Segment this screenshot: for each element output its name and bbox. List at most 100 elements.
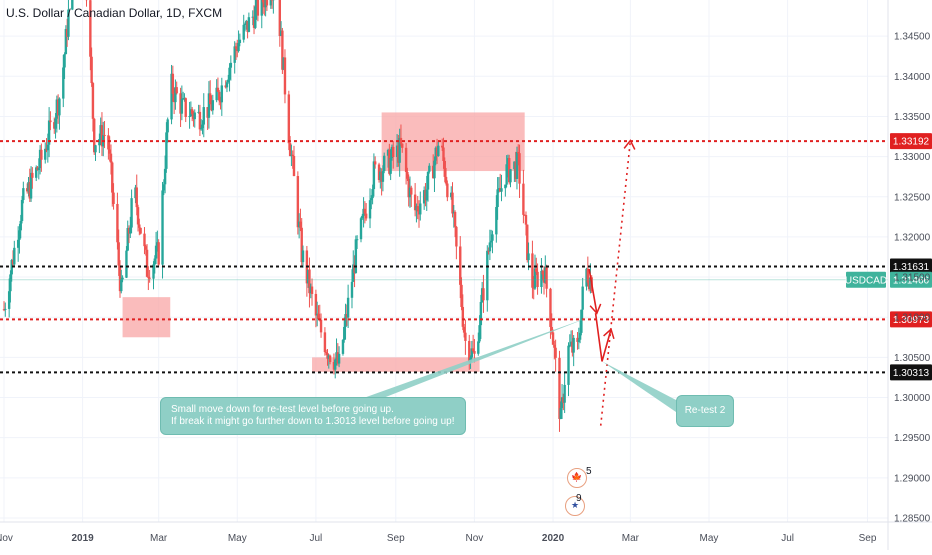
candle-body (500, 188, 502, 191)
candle-body (125, 251, 127, 278)
us-flag-icon[interactable]: ★ (565, 496, 585, 516)
support-resistance-zone (123, 297, 171, 337)
candle-body (486, 251, 488, 301)
annotation-retest-note[interactable]: Small move down for re-test level before… (160, 397, 466, 435)
candle-body (230, 63, 232, 68)
x-tick-label: Jul (309, 533, 322, 544)
candle-body (455, 227, 457, 247)
y-tick-label: 1.34500 (894, 32, 931, 43)
candle-body (329, 356, 331, 362)
y-tick-label: 1.33500 (894, 112, 931, 123)
x-tick-label: May (228, 533, 247, 544)
candle-body (49, 120, 51, 122)
candle-body (581, 287, 583, 310)
candle-body (203, 107, 205, 125)
y-tick-label: 1.29500 (894, 433, 931, 444)
candle-body (136, 187, 138, 207)
candle-body (527, 253, 529, 260)
projection-path (601, 141, 631, 426)
y-tick-label: 1.31500 (894, 273, 931, 284)
grid-layer (0, 0, 888, 522)
candle-body (257, 0, 259, 16)
candle-body (545, 267, 547, 289)
candle-body (221, 85, 223, 102)
candle-body (360, 218, 362, 239)
candle-body (284, 57, 286, 94)
candle-body (563, 385, 565, 403)
candle-body (401, 144, 403, 148)
candle-body (13, 248, 15, 265)
candle-body (185, 98, 187, 117)
candle-body (181, 99, 183, 114)
candle-body (92, 83, 94, 119)
candle-body (166, 119, 168, 132)
candle-body (288, 94, 290, 143)
candle-body (212, 100, 214, 110)
candle-body (473, 351, 475, 354)
annotation-line-2: If break it might go further down to 1.3… (171, 416, 455, 428)
y-tick-label: 1.34000 (894, 72, 931, 83)
candle-body (324, 332, 326, 352)
candle-body (338, 354, 340, 364)
x-tick-label: Nov (466, 533, 484, 544)
candle-body (522, 184, 524, 215)
candle-body (139, 228, 141, 234)
candle-body (22, 188, 24, 200)
candle-body (454, 212, 456, 227)
x-tick-label: Nov (0, 533, 13, 544)
candle-body (491, 234, 493, 240)
x-tick-label: Mar (622, 533, 640, 544)
candle-body (293, 156, 295, 176)
candle-body (572, 338, 574, 353)
x-tick-label: May (700, 533, 719, 544)
candle-body (347, 298, 349, 318)
candle-layer (3, 0, 593, 432)
candle-body (31, 173, 33, 178)
x-tick-label: 2020 (542, 533, 565, 544)
candle-body (419, 203, 421, 214)
chart-title: U.S. Dollar / Canadian Dollar, 1D, FXCM (6, 6, 222, 20)
candle-body (351, 282, 353, 298)
candle-body (63, 54, 65, 67)
candle-body (176, 87, 178, 93)
candle-body (138, 224, 140, 227)
candle-body (94, 145, 96, 152)
projection-path (596, 313, 611, 361)
candle-body (121, 278, 123, 280)
annotation-line-1: Small move down for re-test level before… (171, 404, 455, 416)
y-tick-label: 1.33000 (894, 152, 931, 163)
canada-flag-icon[interactable]: 🍁 (567, 468, 587, 488)
candle-body (477, 341, 479, 353)
candle-body (302, 250, 304, 262)
candle-body (143, 234, 145, 247)
level-price-label: 1.31631 (893, 262, 930, 273)
level-price-label: 1.33192 (893, 137, 930, 148)
candle-body (148, 278, 150, 279)
candle-body (464, 333, 466, 341)
candle-body (392, 147, 394, 157)
candle-body (103, 135, 105, 136)
x-tick-label: Mar (150, 533, 168, 544)
candle-body (480, 302, 482, 325)
candle-body (410, 188, 412, 195)
ca-event-count: 5 (586, 466, 592, 477)
candle-body (509, 169, 511, 182)
candle-body (58, 99, 60, 116)
annotation-retest-2[interactable]: Re-test 2 (676, 395, 734, 427)
y-tick-label: 1.30500 (894, 353, 931, 364)
candle-body (4, 309, 6, 310)
level-price-label: 1.30313 (893, 368, 930, 379)
candle-body (112, 193, 114, 204)
candle-body (567, 346, 569, 385)
candle-body (266, 0, 268, 5)
y-tick-label: 1.28500 (894, 513, 931, 524)
candle-body (427, 172, 429, 190)
candle-body (462, 307, 464, 327)
x-tick-label: Sep (859, 533, 877, 544)
annotation-retest-2-label: Re-test 2 (685, 405, 726, 416)
y-tick-label: 1.32500 (894, 192, 931, 203)
y-tick-label: 1.31000 (894, 313, 931, 324)
